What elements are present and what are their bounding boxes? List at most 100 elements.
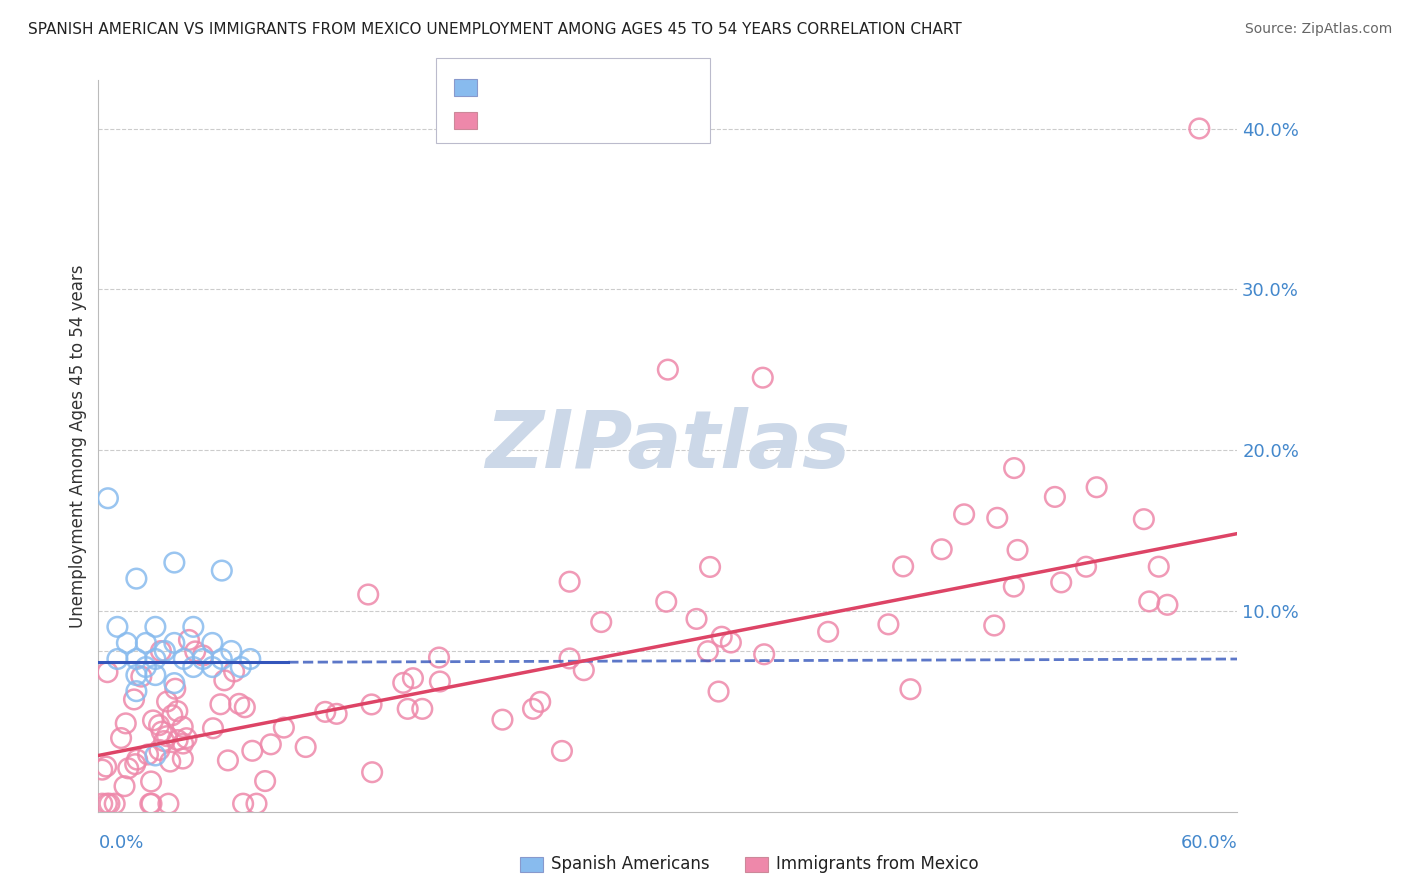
Point [396,702,419,716]
Point [149,644,172,658]
Point [114,716,136,731]
Point [142,714,165,728]
Y-axis label: Unemployment Among Ages 45 to 54 years: Unemployment Among Ages 45 to 54 years [69,264,87,628]
Point [522,702,544,716]
Point [163,556,186,570]
Point [1050,575,1073,590]
Point [201,636,224,650]
Text: R =  0.531  N = 103: R = 0.531 N = 103 [485,110,652,128]
Point [148,718,170,732]
Point [148,743,170,757]
Point [163,636,186,650]
Point [222,665,245,679]
Point [217,753,239,767]
Point [325,706,347,721]
Point [125,668,148,682]
Point [710,630,733,644]
Point [221,644,243,658]
Text: SPANISH AMERICAN VS IMMIGRANTS FROM MEXICO UNEMPLOYMENT AMONG AGES 45 TO 54 YEAR: SPANISH AMERICAN VS IMMIGRANTS FROM MEXI… [28,22,962,37]
Point [254,774,277,789]
Point [145,652,167,666]
Point [1085,480,1108,494]
Point [166,704,188,718]
Text: R = 0.008  N =  29: R = 0.008 N = 29 [485,77,643,95]
Point [145,620,167,634]
Point [402,671,425,685]
Point [572,663,595,677]
Point [696,644,718,658]
Point [1002,580,1025,594]
Point [191,648,214,663]
Point [159,755,181,769]
Point [986,511,1008,525]
Point [177,632,200,647]
Point [214,673,236,688]
Point [104,797,127,811]
Point [114,779,136,793]
Point [357,587,380,601]
Point [891,559,914,574]
Point [201,721,224,735]
Point [98,797,121,811]
Point [91,763,114,777]
Point [229,660,252,674]
Text: Spanish Americans: Spanish Americans [551,855,710,873]
Point [558,651,581,665]
Point [163,676,186,690]
Point [107,652,129,666]
Point [145,748,167,763]
Text: ZIPatlas: ZIPatlas [485,407,851,485]
Point [125,572,148,586]
Point [752,370,775,384]
Point [156,729,179,743]
Point [139,797,162,811]
Point [135,636,157,650]
Point [176,731,198,746]
Point [127,753,149,767]
Point [117,761,139,775]
Point [183,620,205,634]
Text: 0.0%: 0.0% [98,834,143,852]
Point [754,647,776,661]
Point [1043,490,1066,504]
Point [172,737,194,751]
Point [96,759,118,773]
Point [1147,559,1170,574]
Point [201,660,224,674]
Point [91,797,114,811]
Point [817,624,839,639]
Point [124,757,146,772]
Text: Source: ZipAtlas.com: Source: ZipAtlas.com [1244,22,1392,37]
Point [529,695,551,709]
Point [110,731,132,745]
Point [240,744,263,758]
Point [655,595,678,609]
Point [172,720,194,734]
Point [141,797,163,811]
Point [983,618,1005,632]
Point [551,744,574,758]
Point [157,797,180,811]
Point [125,652,148,666]
Point [699,560,721,574]
Point [685,612,707,626]
Point [209,698,232,712]
Point [1007,543,1029,558]
Point [162,708,184,723]
Point [1137,594,1160,608]
Text: 60.0%: 60.0% [1181,834,1237,852]
Point [107,620,129,634]
Point [245,797,267,811]
Point [1002,461,1025,475]
Point [139,774,162,789]
Point [707,684,730,698]
Point [1074,559,1097,574]
Point [145,668,167,682]
Point [211,564,233,578]
Point [361,765,384,780]
Point [720,635,742,649]
Point [135,660,157,674]
Point [233,700,256,714]
Text: Immigrants from Mexico: Immigrants from Mexico [776,855,979,873]
Point [294,739,316,754]
